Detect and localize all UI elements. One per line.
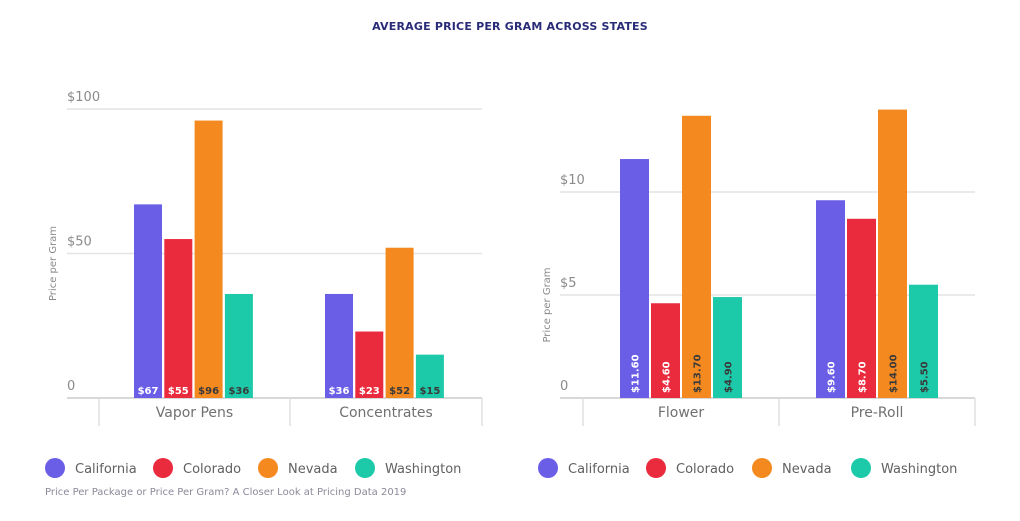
- source-caption: Price Per Package or Price Per Gram? A C…: [45, 487, 407, 498]
- legend-swatch-california: [538, 458, 558, 478]
- legend-label: Washington: [881, 462, 957, 477]
- bar-washington: [909, 284, 938, 398]
- data-label: $36: [329, 386, 350, 397]
- bar-nevada: [878, 109, 907, 398]
- bar-washington: [713, 297, 742, 398]
- bar-california: [134, 204, 162, 398]
- y-axis-label: Price per Gram: [48, 226, 59, 301]
- legend-label: Nevada: [288, 462, 338, 477]
- legend-swatch-colorado: [153, 458, 173, 478]
- y-tick-label: 0: [67, 379, 75, 394]
- data-label: $11.60: [631, 354, 642, 393]
- data-label: $9.60: [827, 361, 838, 393]
- bar-california: [620, 159, 649, 398]
- legend-swatch-washington: [355, 458, 375, 478]
- y-tick-label: 0: [560, 379, 568, 394]
- bar-california: [325, 293, 353, 398]
- bar-nevada: [194, 120, 223, 398]
- data-label: $4.90: [724, 361, 735, 393]
- data-label: $96: [198, 386, 219, 397]
- legend-swatch-washington: [851, 458, 871, 478]
- bar-colorado: [355, 331, 384, 398]
- chart-2: 0 $5 $10 Price per Gram Flower $11.60 $4.60 $13…: [538, 109, 976, 478]
- legend-swatch-nevada: [258, 458, 278, 478]
- data-label: $15: [419, 386, 440, 397]
- bar-washington: [415, 354, 444, 398]
- legend-label: California: [568, 462, 630, 477]
- bar-nevada: [682, 115, 711, 398]
- bar-colorado: [847, 218, 876, 398]
- bar-colorado: [164, 239, 193, 398]
- data-label: $5.50: [920, 361, 931, 393]
- bar-california: [816, 200, 845, 398]
- y-axis-label: Price per Gram: [542, 267, 553, 342]
- legend-label: Washington: [385, 462, 461, 477]
- x-tick-label: Flower: [658, 405, 705, 421]
- legend-label: Colorado: [183, 462, 241, 477]
- legend-swatch-colorado: [646, 458, 666, 478]
- legend-label: California: [75, 462, 137, 477]
- data-label: $14.00: [889, 354, 900, 393]
- x-tick-label: Vapor Pens: [156, 405, 233, 421]
- data-label: $52: [389, 386, 410, 397]
- y-tick-label: $100: [67, 90, 100, 105]
- data-label: $36: [228, 386, 249, 397]
- data-label: $55: [168, 386, 189, 397]
- bar-washington: [224, 293, 253, 398]
- legend-swatch-nevada: [752, 458, 772, 478]
- data-label: $67: [138, 386, 159, 397]
- y-tick-label: $5: [560, 276, 577, 291]
- x-tick-label: Concentrates: [339, 405, 433, 421]
- data-label: $13.70: [693, 354, 704, 393]
- bar-colorado: [651, 303, 680, 398]
- bar-nevada: [385, 247, 414, 398]
- x-tick-label: Pre-Roll: [851, 405, 904, 421]
- data-label: $23: [359, 386, 380, 397]
- data-label: $4.60: [662, 361, 673, 393]
- data-label: $8.70: [858, 361, 869, 393]
- legend-label: Colorado: [676, 462, 734, 477]
- y-tick-label: $10: [560, 173, 585, 188]
- legend-label: Nevada: [782, 462, 832, 477]
- chart-1: 0 $50 $100 Price per Gram Vapor Pens $67 $55 $9…: [45, 90, 483, 478]
- chart-title: AVERAGE PRICE PER GRAM ACROSS STATES: [372, 20, 648, 33]
- legend-swatch-california: [45, 458, 65, 478]
- y-tick-label: $50: [67, 235, 92, 250]
